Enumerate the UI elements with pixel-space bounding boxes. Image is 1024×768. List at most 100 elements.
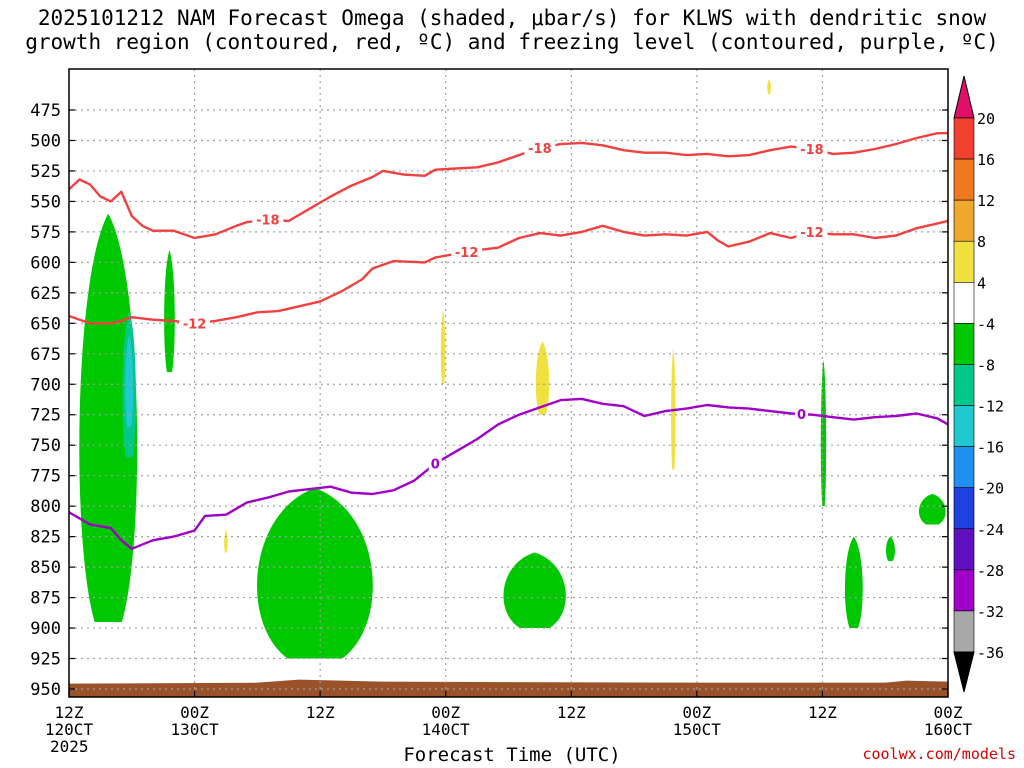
colorbar-bin-2 [953,199,975,242]
contour-label-0-0: -18 [256,214,280,229]
x-tick-label-24-0: 12Z [306,703,335,722]
x-axis-label: Forecast Time (UTC) [403,744,621,766]
contour-label-2-0: 0 [431,457,440,472]
colorbar-bin-5 [953,323,975,365]
contour-0 [69,132,948,240]
y-tick-label-875: 875 [30,589,61,609]
contour-label-0-2: -18 [800,143,824,158]
y-tick-label-675: 675 [30,345,61,365]
omega-shading [69,79,948,697]
x-tick-label-12-0: 00Z [180,703,209,722]
colorbar-top-arrow [953,75,975,119]
colorbar-label-0: 20 [977,110,995,128]
x-tick-label-12-1: 130CT [170,720,219,739]
contour-label-bg-2-0 [428,455,442,471]
contour-label-bg-0-0 [252,211,284,227]
colorbar: 20 16 12 8 4 -4 -8 -12 -16 -20 -24 -28 -32 -36 [953,75,1004,693]
contour-label-1-1: -12 [455,246,479,261]
omega-region-0 [79,213,138,622]
colorbar-bin-4 [953,282,975,324]
x-tick-label-0-1: 120CT [45,720,94,739]
omega-region-14 [767,79,771,95]
x-tick-label-84-0: 00Z [934,703,963,722]
x-tick-label-60-0: 00Z [682,703,711,722]
colorbar-bin-12 [953,610,975,653]
colorbar-label-5: -4 [977,315,995,333]
y-tick-label-625: 625 [30,284,61,304]
omega-region-6 [820,359,827,507]
y-tick-label-725: 725 [30,406,61,426]
x-tick-label-72-0: 12Z [808,703,837,722]
y-tick-label-900: 900 [30,619,61,639]
plot-frame [68,68,949,698]
colorbar-label-8: -16 [977,439,1004,457]
y-tick-label-950: 950 [30,680,61,700]
omega-region-9 [918,493,946,525]
omega-region-11 [440,311,446,385]
colorbar-bin-6 [953,364,975,406]
x-tick-label-60-1: 150CT [673,720,722,739]
y-tick-label-925: 925 [30,650,61,670]
colorbar-label-3: 8 [977,233,986,251]
contour-label-bg-0-2 [796,141,828,157]
contour-2 [69,397,948,550]
axes: 475 500 525 550 575 600 625 650 675 700 725 750 775 8… [30,68,973,756]
colorbar-label-9: -20 [977,480,1004,498]
x-tick-label-0-0: 12Z [55,703,84,722]
colorbar-bin-7 [953,405,975,447]
omega-region-12 [671,347,676,470]
title-line-2: growth region (contoured, red, ºC) and f… [25,30,999,54]
contour-label-1-0: -12 [183,317,207,332]
x-tick-label-84-1: 160CT [924,720,973,739]
title-line-1: 2025101212 NAM Forecast Omega (shaded, μ… [37,6,987,30]
terrain [69,679,948,697]
colorbar-label-11: -28 [977,562,1004,580]
omega-region-5 [503,552,566,629]
chart-title: 2025101212 NAM Forecast Omega (shaded, μ… [0,6,1024,54]
colorbar-bin-3 [953,240,975,283]
omega-region-10 [535,341,550,415]
site-credit[interactable]: coolwx.com/models [862,745,1016,763]
colorbar-label-6: -8 [977,356,995,374]
y-tick-label-575: 575 [30,223,61,243]
contour-label-bg-2-1 [795,406,808,422]
omega-region-7 [844,536,863,629]
omega-region-4 [257,487,373,659]
y-tick-label-850: 850 [30,558,61,578]
y-tick-label-550: 550 [30,192,61,212]
x-tick-label-0-2: 2025 [50,737,89,756]
colorbar-label-4: 4 [977,274,986,292]
contours: -18 -18 -18 -12 -12 -12 0 0 [69,132,948,550]
grid-lines [68,69,949,697]
y-tick-label-750: 750 [30,436,61,456]
y-tick-label-600: 600 [30,253,61,273]
colorbar-bottom-arrow [953,651,975,693]
colorbar-label-12: -32 [977,603,1004,621]
colorbar-bin-1 [953,158,975,201]
colorbar-bin-0 [953,117,975,160]
x-tick-label-36-0: 00Z [431,703,460,722]
colorbar-label-13: -36 [977,644,1004,662]
contour-label-bg-0-1 [524,139,556,155]
omega-region-2 [125,335,134,427]
contour-label-bg-1-1 [451,244,483,260]
contour-label-1-2: -12 [800,226,824,241]
x-tick-label-48-0: 12Z [557,703,586,722]
y-tick-label-650: 650 [30,314,61,334]
colorbar-label-2: 12 [977,192,995,210]
colorbar-bin-10 [953,528,975,571]
x-tick-label-36-1: 140CT [422,720,471,739]
y-tick-label-500: 500 [30,131,61,151]
y-tick-label-700: 700 [30,375,61,395]
colorbar-label-1: 16 [977,151,995,169]
y-tick-label-775: 775 [30,467,61,487]
y-tick-label-475: 475 [30,101,61,121]
omega-region-13 [224,530,228,553]
y-tick-label-525: 525 [30,162,61,182]
colorbar-bin-8 [953,446,975,488]
y-tick-label-825: 825 [30,528,61,548]
contour-label-0-1: -18 [528,142,552,157]
contour-label-bg-1-0 [179,315,211,331]
colorbar-label-7: -12 [977,398,1004,416]
